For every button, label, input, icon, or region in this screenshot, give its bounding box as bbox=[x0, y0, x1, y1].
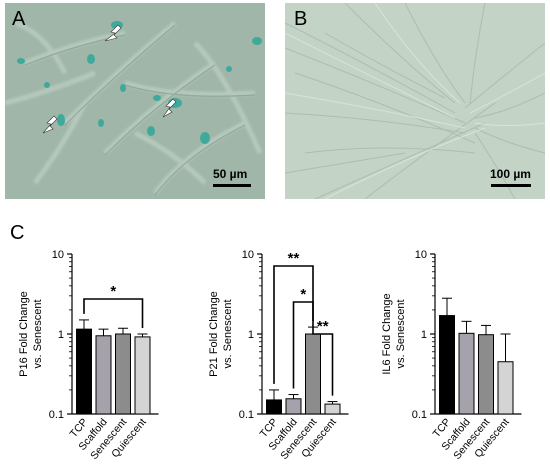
panel-label-b: B bbox=[294, 8, 308, 30]
significance-label: ** bbox=[317, 318, 329, 335]
significance-bracket bbox=[312, 321, 334, 396]
bar-tcp bbox=[266, 399, 282, 415]
y-tick-label: 10 bbox=[415, 249, 427, 261]
y-axis-label-line2: vs. Senescent bbox=[222, 299, 234, 368]
significance-label: * bbox=[110, 283, 116, 300]
scale-bar-a bbox=[213, 184, 251, 187]
bar-scaffold bbox=[285, 398, 302, 415]
y-tick-label: 0.1 bbox=[49, 409, 64, 421]
y-tick-label: 10 bbox=[242, 249, 254, 261]
y-axis-label-line1: P21 Fold Change bbox=[208, 291, 220, 377]
bar-tcp bbox=[439, 315, 455, 415]
y-tick-label: 1 bbox=[58, 329, 64, 341]
y-tick-label: 1 bbox=[421, 329, 427, 341]
bar-scaffold bbox=[458, 332, 475, 415]
bar-quiescent bbox=[134, 336, 151, 415]
micrograph-a bbox=[5, 3, 265, 199]
bar-scaffold bbox=[95, 335, 112, 415]
y-tick-label: 0.1 bbox=[239, 409, 254, 421]
significance-bracket bbox=[83, 298, 144, 328]
significance-label: ** bbox=[288, 250, 300, 267]
significance-bracket bbox=[273, 265, 314, 384]
micrograph-b-image bbox=[285, 3, 545, 199]
micrograph-b bbox=[285, 3, 545, 199]
scale-bar-b bbox=[491, 184, 531, 187]
micrograph-a-image bbox=[5, 3, 265, 199]
y-axis-label-line2: vs. Senescent bbox=[395, 299, 407, 368]
y-tick-label: 10 bbox=[52, 249, 64, 261]
panel-label-c: C bbox=[10, 222, 25, 244]
bar-senescent bbox=[478, 334, 494, 415]
bar-tcp bbox=[76, 328, 92, 415]
scale-bar-a-label: 50 µm bbox=[213, 167, 248, 181]
y-axis-label-line2: vs. Senescent bbox=[32, 299, 44, 368]
bar-senescent bbox=[305, 333, 321, 415]
bar-quiescent bbox=[324, 403, 341, 415]
y-tick-label: 1 bbox=[248, 329, 254, 341]
panel-label-a: A bbox=[12, 8, 26, 30]
significance-label: * bbox=[300, 286, 306, 303]
bar-quiescent bbox=[497, 361, 514, 415]
y-axis-label-line1: P16 Fold Change bbox=[18, 291, 30, 377]
scale-bar-b-label: 100 µm bbox=[490, 167, 531, 181]
bar-senescent bbox=[115, 333, 131, 415]
significance-bracket bbox=[292, 301, 314, 389]
y-axis-label-line1: IL6 Fold Change bbox=[381, 293, 393, 374]
y-tick-label: 0.1 bbox=[412, 409, 427, 421]
